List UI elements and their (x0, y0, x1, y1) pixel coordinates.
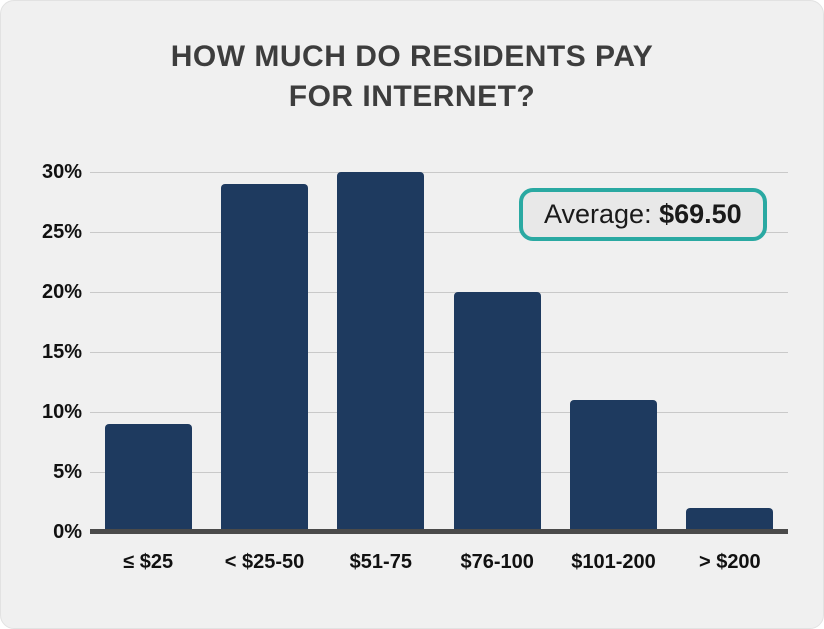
average-badge: Average: $69.50 (519, 188, 767, 241)
x-tick-label: < $25-50 (224, 551, 305, 573)
y-tick-label: 10% (41, 401, 82, 423)
gridline (90, 232, 788, 233)
y-tick-label: 0% (53, 521, 82, 543)
y-tick-label: 30% (41, 161, 82, 183)
x-tick-label: $101-200 (571, 551, 656, 573)
gridline (90, 352, 788, 353)
bar-4 (453, 292, 541, 532)
x-tick-label: ≤ $25 (123, 551, 174, 573)
y-tick-label: 20% (41, 281, 82, 303)
x-tick-label: > $200 (698, 551, 761, 573)
y-tick-label: 25% (41, 221, 82, 243)
x-axis-line (90, 529, 788, 534)
bar-1 (104, 424, 192, 532)
gridline (90, 472, 788, 473)
average-label: Average: (544, 199, 652, 229)
x-tick-label: $51-75 (349, 551, 412, 573)
y-tick-label: 5% (53, 461, 82, 483)
bar-3 (337, 172, 425, 532)
x-tick-label: $76-100 (460, 551, 534, 573)
chart-title: HOW MUCH DO RESIDENTS PAY FOR INTERNET? (1, 1, 823, 117)
chart-title-line-1: HOW MUCH DO RESIDENTS PAY (170, 40, 654, 73)
y-tick-label: 15% (41, 341, 82, 363)
bar-6 (686, 508, 774, 532)
chart-title-line-2: FOR INTERNET? (288, 80, 536, 113)
gridline (90, 412, 788, 413)
average-value: $69.50 (659, 199, 742, 229)
bar-5 (570, 400, 657, 532)
bar-2 (221, 184, 308, 532)
gridline (90, 292, 788, 293)
gridline (90, 172, 788, 173)
